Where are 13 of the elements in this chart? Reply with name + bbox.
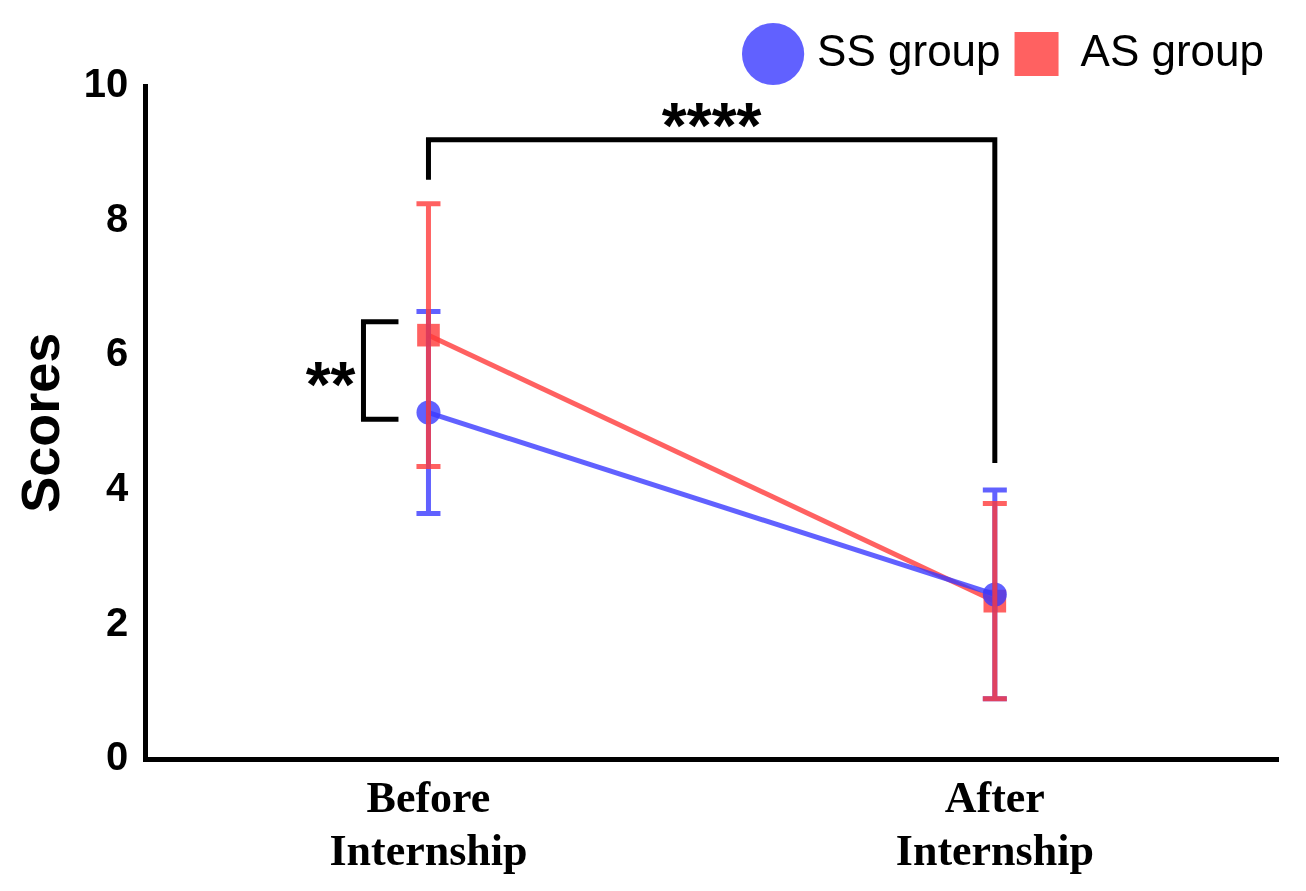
annotation: **** <box>661 89 762 162</box>
annotation: ** <box>305 348 356 421</box>
y-axis-title: Scores <box>10 332 71 513</box>
y-tick-label: 10 <box>83 61 129 106</box>
x-tick-label: Before Internship <box>329 773 528 875</box>
legend-label: SS group <box>817 26 1001 76</box>
y-tick-label: 0 <box>106 734 129 779</box>
y-tick-label: 4 <box>106 465 130 510</box>
y-tick-label: 6 <box>106 330 129 375</box>
x-tick-label: After Internship <box>895 773 1094 875</box>
legend-label: AS group <box>1080 26 1265 76</box>
y-tick-label: 8 <box>106 195 129 240</box>
y-tick-label: 2 <box>106 599 129 644</box>
